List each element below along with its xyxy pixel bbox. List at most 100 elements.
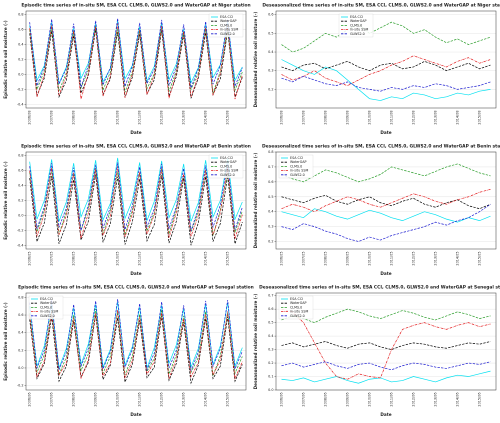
y-axis-label: Deseasonalized relative soil moisture (-… [253,153,258,249]
x-tick-label: 2007/06 [50,393,54,407]
legend-label: ESA CCI [290,156,303,160]
series-line [29,174,243,246]
x-tick-label: 2008/06 [72,393,76,407]
legend-box [28,295,64,320]
chart-title: Deseasonalized time series of in-situ SM… [262,144,500,150]
x-tick-label: 2015/06 [226,393,230,407]
series-line [281,21,491,53]
legend-label: GLWS2.0 [290,173,305,177]
y-tick-label: 0.8 [18,295,23,299]
x-tick-label: 2009/05 [94,252,98,266]
series-line [281,308,491,324]
legend-label: in-situ SSM [290,310,308,314]
y-tick-label: 0.3 [268,69,273,73]
legend-box [208,13,244,38]
x-axis-label: Date [130,271,141,276]
legend-label: in-situ SSM [350,28,368,32]
legend-label: WaterGAP [220,160,237,164]
legend-label: GLWS2.0 [40,314,55,318]
x-tick-label: 2006/06 [280,393,284,407]
series-line [281,60,491,72]
legend-label: ESA CCI [350,15,363,19]
legend-label: WaterGAP [220,19,237,23]
x-tick-label: 2008/05 [324,252,328,266]
plot-frame [25,151,247,250]
x-tick-label: 2013/05 [434,252,438,266]
y-tick-label: 0.2 [18,58,23,62]
y-tick-label: -0.4 [17,102,24,106]
y-tick-label: -0.2 [17,87,24,91]
x-tick-label: 2014/05 [456,252,460,266]
y-tick-label: 0.4 [268,334,273,338]
y-tick-label: 0.2 [268,87,273,91]
y-tick-label: 0.4 [18,331,23,335]
legend-label: CLMS.0 [290,164,302,168]
x-tick-label: 2013/08 [434,111,438,125]
y-tick-label: 0.3 [268,225,273,229]
legend-label: WaterGAP [290,160,307,164]
x-tick-label: 2007/08 [302,111,306,125]
y-tick-label: -0.2 [17,384,24,388]
y-tick-label: 0.2 [18,348,23,352]
plot-frame [25,292,247,391]
x-tick-label: 2014/06 [456,393,460,407]
y-tick-label: 0.2 [18,199,23,203]
legend-label: GLWS2.0 [350,32,365,36]
x-tick-label: 2010/05 [368,252,372,266]
y-tick-label: 0.8 [18,13,23,17]
x-tick-label: 2011/08 [138,111,142,125]
legend-label: GLWS2.0 [220,173,235,177]
legend-label: in-situ SSM [220,169,238,173]
x-axis-label: Date [380,130,391,135]
legend-label: in-situ SSM [290,169,308,173]
x-tick-label: 2015/08 [478,111,482,125]
x-tick-label: 2010/08 [116,110,120,124]
y-tick-label: 0.5 [268,195,273,199]
legend-label: ESA CCI [220,15,233,19]
y-tick-label: 0.8 [268,150,273,154]
y-axis-label: Deseasonalized relative soil moisture (-… [253,12,258,108]
series-line [281,188,491,213]
x-tick-label: 2007/05 [50,252,54,266]
legend-label: ESA CCI [220,156,233,160]
x-tick-label: 2014/08 [204,111,208,125]
legend-box [338,13,374,38]
series-line [281,370,491,384]
y-tick-label: 0.1 [268,375,273,379]
series-line [281,163,491,183]
x-tick-label: 2010/06 [368,393,372,407]
x-tick-label: 2006/05 [28,252,32,266]
x-tick-label: 2008/05 [72,252,76,266]
series-line [281,203,491,242]
series-line [281,55,491,86]
x-axis-label: Date [130,130,141,135]
legend-label: in-situ SSM [40,310,58,314]
legend-label: CLMS.0 [220,23,232,27]
series-line [29,299,243,372]
y-tick-label: 0.6 [18,313,23,317]
series-line [29,314,243,385]
x-tick-label: 2013/06 [434,393,438,407]
legend-label: in-situ SSM [220,28,238,32]
x-tick-label: 2010/06 [116,393,120,407]
y-tick-label: 0.0 [268,388,273,392]
y-tick-label: 0.7 [268,165,273,169]
x-tick-label: 2007/06 [302,393,306,407]
x-tick-label: 2015/05 [478,252,482,266]
series-line [281,361,491,371]
x-tick-label: 2009/06 [346,393,350,407]
series-line [281,341,491,350]
y-tick-label: 0.0 [18,366,23,370]
y-axis-label: Episodic relative soil moisture (-) [3,302,8,381]
legend-label: CLMS.0 [40,305,52,309]
x-tick-label: 2006/05 [280,252,284,266]
y-tick-label: 0.4 [268,50,273,54]
y-tick-label: 0.2 [268,361,273,365]
y-axis-label: Episodic relative soil moisture (-) [3,20,8,99]
series-line [29,29,243,99]
legend-label: WaterGAP [290,301,307,305]
x-tick-label: 2006/06 [28,393,32,407]
x-tick-label: 2011/05 [390,252,394,266]
chart-title: Episodic time series of in-situ SM, ESA … [18,285,254,291]
